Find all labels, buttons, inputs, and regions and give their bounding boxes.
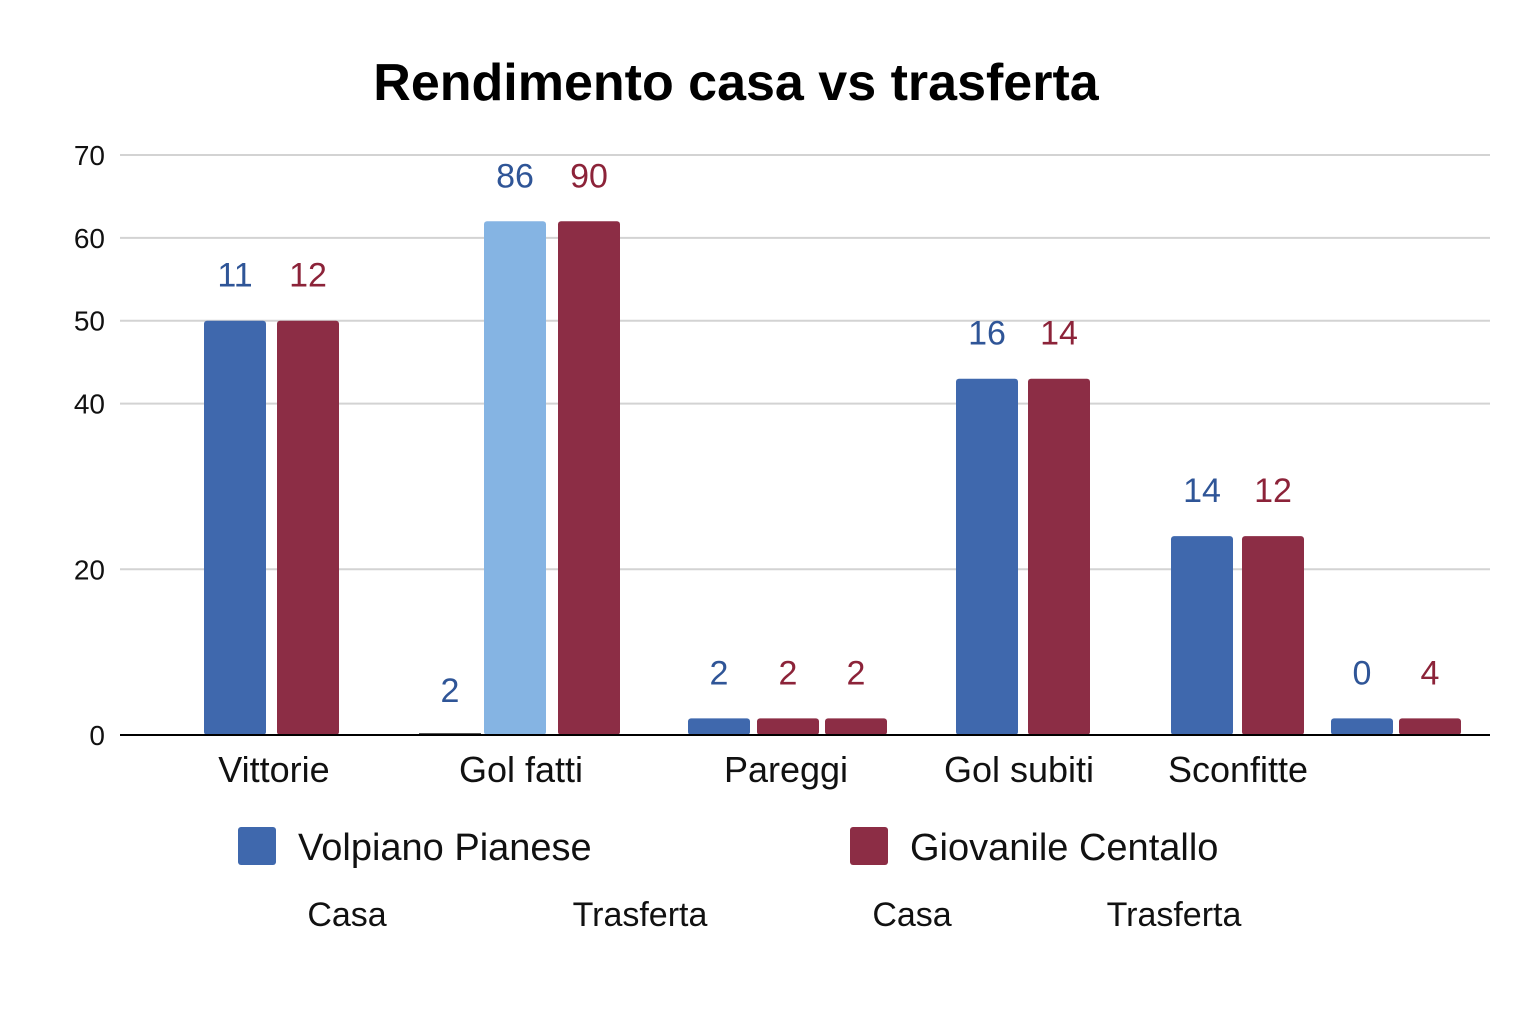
y-tick-label: 20 [74, 554, 105, 585]
legend-swatch [850, 827, 888, 865]
bars [204, 221, 1461, 736]
legend-swatch [238, 827, 276, 865]
data-label: 14 [1183, 472, 1221, 510]
x-category-label: Gol fatti [459, 749, 583, 790]
data-label: 86 [496, 157, 534, 195]
bar [1399, 718, 1461, 735]
legend: Volpiano Pianese Giovanile Centallo [238, 827, 1218, 869]
data-label: 16 [968, 315, 1006, 353]
bar [757, 718, 819, 735]
data-label: 12 [289, 257, 327, 295]
y-tick-label: 40 [74, 389, 105, 420]
data-label: 4 [1421, 654, 1440, 692]
sub-legend-label: Casa [307, 896, 386, 934]
sub-legend-label: Trasferta [573, 896, 708, 934]
y-tick-label: 0 [89, 720, 105, 751]
bar [1242, 536, 1304, 735]
sub-legend: Casa Trasferta Casa Trasferta [307, 896, 1241, 934]
bar [825, 718, 887, 735]
data-label: 90 [570, 157, 608, 195]
bar [688, 718, 750, 735]
bar [1028, 378, 1090, 735]
x-axis-categories: Vittorie Gol fatti Pareggi Gol subiti Sconfi… [218, 749, 1308, 790]
y-axis-ticks: 0 20 40 50 60 70 [74, 140, 105, 751]
bar [558, 221, 620, 736]
sub-legend-label: Casa [872, 896, 951, 934]
sub-legend-label: Trasferta [1107, 896, 1242, 934]
y-tick-label: 70 [74, 140, 105, 171]
y-tick-label: 50 [74, 306, 105, 337]
x-category-label: Pareggi [724, 749, 848, 790]
bar [1331, 718, 1393, 735]
bar [956, 378, 1018, 735]
x-category-label: Sconfitte [1168, 749, 1308, 790]
y-tick-label: 60 [74, 223, 105, 254]
data-label: 0 [1353, 654, 1372, 692]
data-label: 14 [1040, 315, 1078, 353]
data-label: 11 [217, 257, 252, 295]
data-label: 2 [779, 654, 798, 692]
data-label: 12 [1254, 472, 1292, 510]
bar [484, 221, 546, 736]
bar [277, 320, 339, 735]
x-category-label: Gol subiti [944, 749, 1094, 790]
bar [204, 320, 266, 735]
data-labels: 11 12 2 86 90 2 2 2 16 14 14 12 0 4 [217, 157, 1439, 710]
data-label: 2 [441, 672, 460, 710]
data-label: 2 [710, 654, 729, 692]
legend-label: Giovanile Centallo [910, 827, 1218, 869]
chart-title: Rendimento casa vs trasferta [373, 54, 1099, 112]
bar [1171, 536, 1233, 735]
data-label: 2 [847, 654, 866, 692]
x-category-label: Vittorie [218, 749, 329, 790]
legend-label: Volpiano Pianese [298, 827, 592, 869]
